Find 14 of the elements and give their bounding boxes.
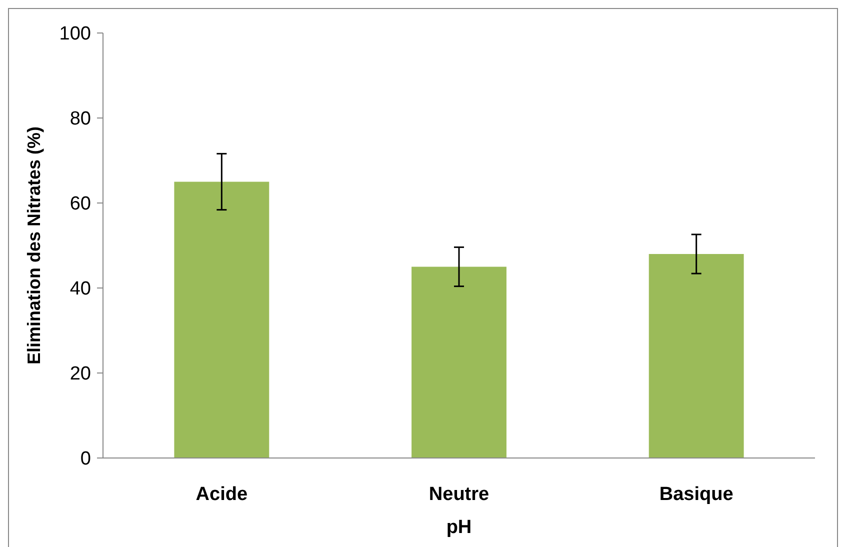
x-tick-label: Neutre xyxy=(428,484,490,505)
bar xyxy=(174,182,270,458)
x-tick-label: Acide xyxy=(196,484,248,505)
y-tick-label: 100 xyxy=(59,24,91,45)
y-axis-title: Elimination des Nitrates (%) xyxy=(24,126,44,365)
bar xyxy=(412,266,506,458)
x-tick-label: Basique xyxy=(659,484,734,505)
x-axis-title: pH xyxy=(446,517,472,538)
y-tick-label: 60 xyxy=(70,194,91,215)
bar xyxy=(648,254,744,458)
y-tick-label: 20 xyxy=(70,364,91,385)
y-tick-label: 0 xyxy=(80,448,91,470)
y-tick-label: 40 xyxy=(70,278,91,300)
y-tick-label: 80 xyxy=(70,108,91,130)
